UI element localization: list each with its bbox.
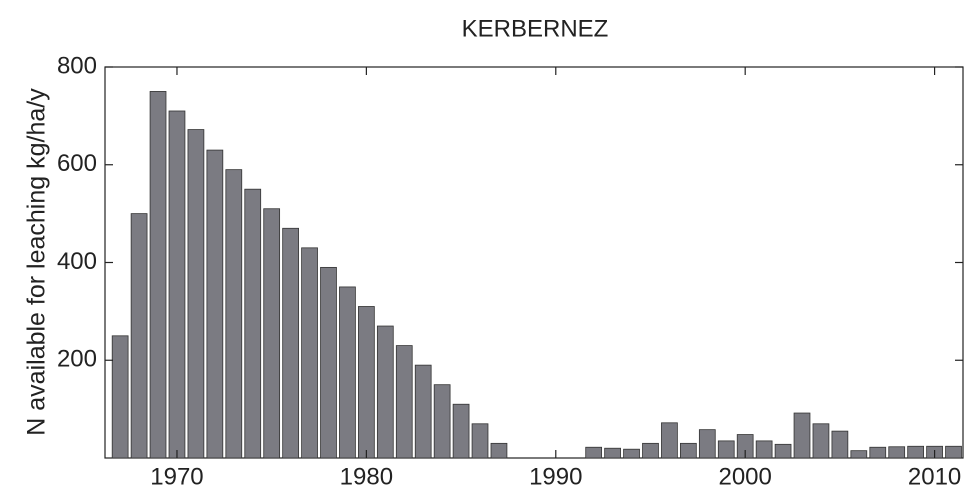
- bar: [339, 286, 356, 459]
- bar: [661, 422, 678, 459]
- bar: [395, 345, 413, 459]
- bar: [301, 247, 318, 459]
- bar: [263, 208, 281, 459]
- bar: [168, 110, 186, 459]
- bar: [717, 440, 735, 459]
- bar: [433, 384, 451, 459]
- bar: [812, 423, 830, 459]
- bar: [282, 227, 299, 459]
- bar: [452, 403, 470, 459]
- bar: [187, 129, 205, 459]
- bar: [490, 442, 508, 459]
- bar: [755, 440, 773, 459]
- bar: [793, 412, 811, 459]
- bar: [945, 445, 962, 459]
- bar: [471, 423, 489, 459]
- y-tick-label: 400: [57, 248, 97, 275]
- bar: [907, 445, 925, 459]
- bar: [774, 443, 792, 459]
- bar: [831, 430, 849, 459]
- x-tick-label: 2000: [718, 463, 771, 490]
- bar: [111, 335, 129, 459]
- x-tick-label: 2010: [908, 463, 961, 490]
- bar: [244, 188, 262, 459]
- bar: [604, 447, 621, 459]
- x-tick-label: 1990: [529, 463, 582, 490]
- x-tick-label: 1970: [150, 463, 203, 490]
- bar: [130, 213, 148, 459]
- bar: [149, 91, 167, 459]
- bar: [642, 442, 659, 459]
- bar: [869, 446, 887, 459]
- chart-title: KERBERNEZ: [462, 15, 609, 42]
- bar: [623, 448, 640, 459]
- bar: [206, 149, 224, 459]
- bar: [698, 429, 716, 459]
- x-tick-label: 1980: [340, 463, 393, 490]
- bar: [680, 442, 697, 459]
- bar: [225, 169, 243, 459]
- y-axis-label: N available for leaching kg/ha/y: [23, 88, 51, 436]
- bar: [320, 266, 337, 459]
- y-tick-label: 200: [57, 346, 97, 373]
- bar: [376, 325, 394, 459]
- bar: [358, 306, 375, 459]
- bar: [414, 364, 432, 459]
- bar: [585, 446, 603, 459]
- y-tick-label: 600: [57, 150, 97, 177]
- y-tick-label: 800: [57, 52, 97, 79]
- bar: [888, 446, 906, 459]
- bar: [850, 450, 868, 459]
